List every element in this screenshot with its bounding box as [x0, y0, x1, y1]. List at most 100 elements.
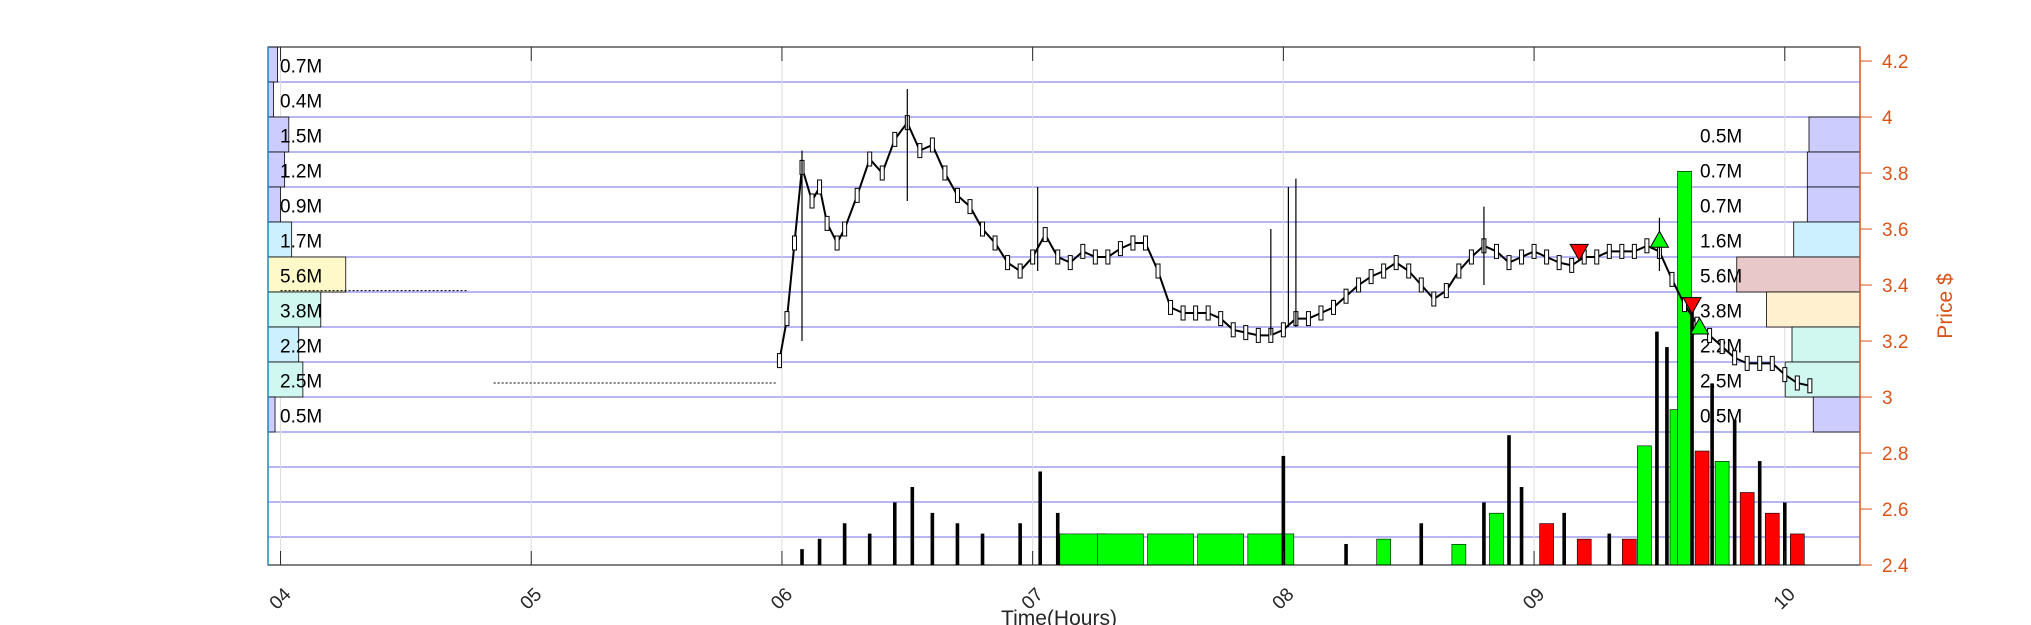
- price-candle: [1318, 305, 1324, 321]
- profile-bar-left: [267, 46, 279, 83]
- price-candle: [917, 143, 923, 159]
- price-candle: [1631, 243, 1637, 259]
- sell-marker: [1569, 243, 1590, 262]
- profile-bar-right: [1766, 291, 1861, 328]
- price-candle: [1594, 249, 1600, 265]
- profile-bar-left: [267, 186, 281, 223]
- volume-bar: [867, 533, 872, 566]
- price-candle: [1067, 255, 1073, 271]
- y-tick-label: 2.6: [1882, 500, 1908, 521]
- profile-bar-right: [1791, 326, 1861, 363]
- volume-bar: [842, 523, 847, 566]
- profile-bar-right: [1736, 256, 1861, 293]
- volume-bar: [1562, 512, 1566, 566]
- profile-bar-left: [267, 291, 322, 328]
- volume-bar: [1690, 305, 1694, 566]
- profile-bar-right: [1806, 151, 1861, 188]
- volume-bar: [1038, 471, 1042, 566]
- profile-label-left: 3.8M: [280, 302, 322, 323]
- price-candle: [1343, 288, 1349, 304]
- price-candle: [1406, 263, 1412, 279]
- x-tick-label: 06: [767, 584, 797, 614]
- price-candle: [1205, 305, 1211, 321]
- volume-bar: [1757, 461, 1762, 566]
- price-candle: [1732, 350, 1738, 366]
- price-candle: [1644, 238, 1650, 254]
- profile-label-left: 1.2M: [280, 162, 322, 183]
- price-candle: [1305, 311, 1311, 327]
- price-candle: [1544, 249, 1550, 265]
- x-axis-label: Time(Hours): [1001, 607, 1117, 625]
- volume-bar: [1655, 331, 1659, 566]
- volume-bar: [980, 533, 985, 566]
- price-candle: [1669, 271, 1675, 287]
- price-series: [280, 89, 1813, 394]
- profile-bar-right: [1808, 116, 1861, 153]
- price-candle: [1719, 339, 1725, 355]
- price-candle: [1606, 243, 1612, 259]
- x-tick-label: 10: [1770, 584, 1800, 614]
- volume-profile-right: 0.5M0.7M0.7M1.6M5.6M3.8M2.2M2.5M0.5M: [1700, 116, 1861, 433]
- profile-bar-left: [267, 361, 304, 398]
- y-tick-label: 3.4: [1882, 276, 1909, 297]
- volume-bar: [1637, 445, 1652, 566]
- price-candle: [1531, 243, 1537, 259]
- price-candle: [1443, 283, 1449, 299]
- volume-bar: [1376, 538, 1391, 566]
- price-candle: [1017, 263, 1023, 279]
- volume-bar: [1665, 347, 1669, 566]
- price-candle: [1782, 367, 1788, 383]
- price-candle: [867, 151, 873, 167]
- y-tick-label: 3.2: [1882, 332, 1908, 353]
- price-candle: [1055, 249, 1061, 265]
- price-candle: [892, 131, 898, 147]
- volume-bar: [1281, 455, 1286, 566]
- price-candle: [1769, 355, 1775, 371]
- profile-bar-left: [267, 396, 276, 433]
- y-tick-label: 4.2: [1882, 52, 1908, 73]
- price-candle: [1080, 243, 1086, 259]
- price-candle: [1155, 263, 1161, 279]
- grid-lines: [268, 46, 1860, 565]
- volume-bar: [1247, 533, 1295, 566]
- volume-bar: [1790, 533, 1805, 566]
- volume-bar: [1344, 543, 1348, 566]
- price-candle: [1456, 263, 1462, 279]
- volume-bar: [1519, 486, 1524, 566]
- y-axis-label: Price $: [1934, 273, 1957, 339]
- y-tick-label: 2.8: [1882, 444, 1908, 465]
- profile-label-left: 2.5M: [280, 372, 322, 393]
- profile-bar-left: [267, 326, 300, 363]
- price-candle: [1431, 291, 1437, 307]
- profile-label-left: 1.5M: [280, 127, 322, 148]
- profile-label-right: 3.8M: [1700, 302, 1742, 323]
- price-candle: [1468, 249, 1474, 265]
- price-candle: [1368, 269, 1374, 285]
- volume-profile-left: 0.7M 0.4M 1.5M 1.2M 0.9M 1.7M 5.6M 3.8M 2.2M 2.5M…: [267, 46, 347, 433]
- price-candle: [842, 221, 848, 237]
- price-candle: [776, 353, 782, 369]
- price-candle: [1807, 378, 1813, 394]
- plot-frame: [267, 46, 1861, 566]
- profile-label-left: 5.6M: [280, 267, 322, 288]
- price-candle: [992, 235, 998, 251]
- price-candle: [967, 199, 973, 215]
- profile-label-left: 0.4M: [280, 92, 322, 113]
- volume-bar: [1622, 538, 1637, 566]
- profile-label-left: 0.5M: [280, 407, 322, 428]
- volume-bar: [1576, 538, 1592, 566]
- buy-marker: [1689, 316, 1710, 335]
- profile-bar-left: [267, 81, 274, 118]
- profile-label-right: 2.5M: [1700, 372, 1742, 393]
- price-candle: [929, 137, 935, 153]
- volume-bar: [1732, 419, 1737, 566]
- x-tick-label: 05: [516, 584, 546, 614]
- price-candle: [1092, 249, 1098, 265]
- price-candle: [1418, 277, 1424, 293]
- price-candle: [1042, 227, 1048, 243]
- volume-bar: [1677, 171, 1692, 566]
- volume-bar: [1197, 533, 1244, 566]
- price-candle: [980, 221, 986, 237]
- profile-label-right: 1.6M: [1700, 232, 1742, 253]
